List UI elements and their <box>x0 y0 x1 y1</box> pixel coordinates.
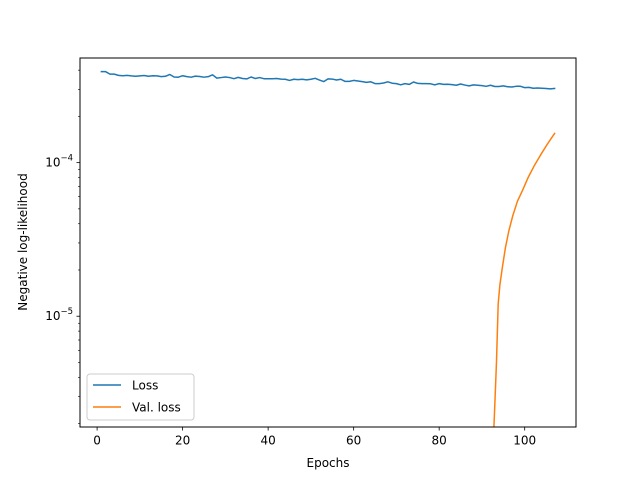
y-axis-ticks: 10−5 10−4 <box>45 69 80 424</box>
legend-label-val-loss: Val. loss <box>132 401 181 415</box>
x-tick-label: 0 <box>93 434 101 448</box>
series-line-val-loss <box>493 132 556 427</box>
x-tick-label: 100 <box>513 434 536 448</box>
legend-label-loss: Loss <box>132 379 158 393</box>
x-tick-label: 60 <box>346 434 361 448</box>
series-line-loss <box>100 70 556 90</box>
x-tick-label: 20 <box>175 434 190 448</box>
x-axis-ticks: 0 20 40 60 80 100 <box>93 427 536 448</box>
x-tick-label: 80 <box>432 434 447 448</box>
y-axis-label: Negative log-likelihood <box>16 173 30 310</box>
legend: Loss Val. loss <box>86 373 195 421</box>
series-layer <box>100 70 556 427</box>
y-tick-label: 10−5 <box>45 307 73 323</box>
x-axis-label: Epochs <box>307 456 350 470</box>
y-tick-label: 10−4 <box>45 154 73 170</box>
x-tick-label: 40 <box>260 434 275 448</box>
plot-frame <box>79 57 577 428</box>
